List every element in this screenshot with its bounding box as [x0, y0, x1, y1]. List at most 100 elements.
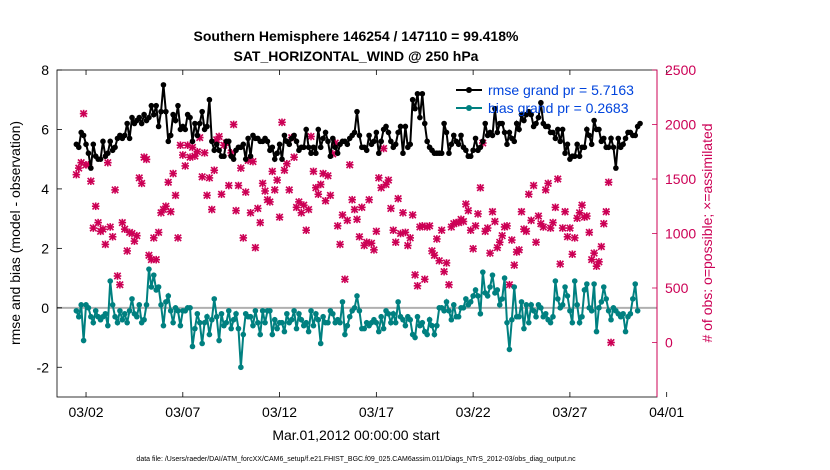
- rmse-point: [521, 117, 527, 124]
- bias-point: [593, 328, 600, 335]
- obs-marker: [304, 205, 313, 214]
- bias-point: [320, 313, 326, 320]
- obs-marker: [234, 181, 243, 190]
- rmse-point: [245, 135, 251, 142]
- rmse-point: [97, 156, 104, 162]
- bias-point: [506, 346, 513, 353]
- rmse-point: [167, 132, 174, 139]
- rmse-point: [571, 153, 578, 160]
- obs-marker: [179, 151, 187, 159]
- bias-point: [412, 334, 418, 341]
- obs-marker: [309, 167, 318, 176]
- rmse-point: [383, 123, 389, 130]
- rmse-point: [138, 120, 145, 127]
- bias-series-layer: [73, 266, 641, 371]
- rmse-point: [463, 147, 469, 154]
- bias-point: [148, 284, 155, 290]
- obs-marker: [266, 198, 274, 206]
- obs-marker: [215, 132, 223, 141]
- rmse-point: [412, 105, 418, 112]
- rmse-point: [581, 144, 588, 151]
- obs-marker: [399, 208, 407, 217]
- rmse-point: [242, 156, 249, 162]
- bias-point: [446, 307, 452, 314]
- rmse-point: [80, 132, 87, 139]
- obs-marker: [133, 231, 141, 240]
- rmse-point: [146, 114, 152, 121]
- obs-marker: [445, 280, 453, 289]
- rmse-point: [615, 135, 622, 142]
- rmse-point: [194, 132, 201, 139]
- obs-marker: [503, 222, 511, 230]
- obs-marker: [471, 222, 480, 230]
- rmse-point: [518, 111, 525, 118]
- bias-point: [600, 284, 607, 290]
- rmse-point: [438, 150, 445, 157]
- rmse-point: [559, 126, 566, 133]
- obs-marker: [203, 191, 211, 200]
- bias-point: [337, 319, 343, 326]
- rmse-point: [494, 129, 501, 136]
- bias-point: [489, 272, 496, 278]
- rmse-point: [591, 117, 597, 124]
- chart-subtitle: SAT_HORIZONTAL_WIND @ 250 hPa: [234, 48, 479, 64]
- bias-point: [574, 302, 580, 308]
- rmse-point: [516, 126, 522, 133]
- obs-marker: [379, 144, 388, 153]
- obs-marker: [205, 174, 214, 182]
- rmse-point: [378, 138, 384, 145]
- bias-point: [163, 299, 169, 305]
- bias-point: [158, 302, 164, 308]
- rmse-point: [163, 108, 169, 115]
- obs-marker: [534, 212, 543, 220]
- rmse-point: [545, 123, 551, 130]
- obs-marker: [94, 218, 102, 227]
- rmse-point: [189, 138, 196, 145]
- bias-point: [487, 284, 493, 290]
- obs-marker: [602, 207, 610, 216]
- rmse-point: [153, 102, 159, 109]
- bias-point: [559, 302, 566, 308]
- obs-marker: [316, 180, 325, 189]
- x-tick-label: 03/07: [165, 404, 200, 420]
- bias-point: [143, 302, 150, 308]
- bias-point: [351, 305, 358, 311]
- rmse-point: [397, 123, 404, 130]
- obs-marker: [176, 141, 185, 150]
- rmse-point: [620, 141, 626, 148]
- rmse-point: [209, 138, 215, 145]
- rmse-point: [105, 150, 111, 157]
- obs-marker: [198, 173, 206, 181]
- rmse-point: [535, 114, 542, 121]
- rmse-point: [467, 153, 474, 160]
- bias-point: [538, 305, 544, 311]
- rmse-point: [472, 135, 479, 142]
- rmse-point: [192, 120, 198, 127]
- rmse-point: [269, 144, 276, 151]
- rmse-point: [121, 132, 128, 139]
- bias-point: [252, 307, 259, 314]
- rmse-point: [584, 126, 590, 133]
- x-tick-label: 03/12: [262, 404, 297, 420]
- obs-marker: [604, 178, 613, 187]
- bias-point: [75, 313, 82, 320]
- bias-point: [228, 325, 234, 332]
- bias-point: [85, 305, 92, 311]
- bias-point: [620, 310, 626, 317]
- rmse-point: [199, 108, 205, 115]
- bias-point: [167, 307, 174, 314]
- bias-point: [511, 284, 518, 290]
- rmse-point: [206, 96, 213, 103]
- rmse-point: [264, 138, 271, 145]
- obs-marker: [459, 217, 468, 226]
- obs-marker: [256, 218, 265, 227]
- rmse-point: [501, 129, 508, 136]
- rmse-point: [564, 141, 571, 148]
- obs-marker: [544, 179, 552, 188]
- obs-marker: [585, 228, 594, 237]
- bias-point: [550, 313, 556, 320]
- bias-point: [373, 319, 380, 326]
- bias-point: [598, 299, 605, 305]
- rmse-point: [470, 147, 476, 154]
- rmse-point: [88, 165, 94, 171]
